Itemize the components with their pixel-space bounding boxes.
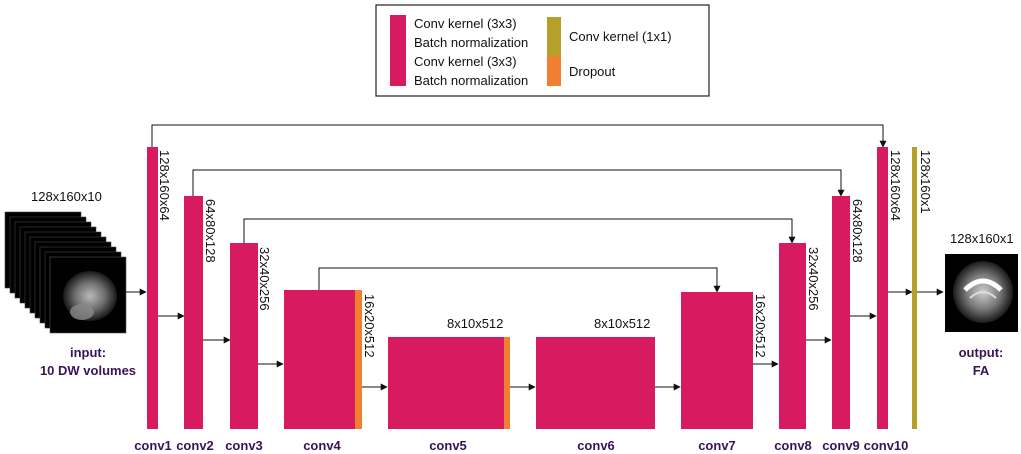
conv8-dims: 32x40x256 <box>806 247 821 311</box>
conv2-dims: 64x80x128 <box>203 199 218 263</box>
dimension-labels: 128x160x64 64x80x128 32x40x256 16x20x512… <box>157 150 933 358</box>
legend-conv1x1: Conv kernel (1x1) <box>569 29 672 44</box>
conv1x1-final-block <box>912 147 917 429</box>
conv5-dims: 8x10x512 <box>447 316 503 331</box>
input-label-2: 10 DW volumes <box>40 363 136 378</box>
conv8-label: conv8 <box>774 438 812 453</box>
conv8-block <box>779 243 806 429</box>
conv5-label: conv5 <box>429 438 467 453</box>
conv7-label: conv7 <box>698 438 736 453</box>
layer-names: conv1 conv2 conv3 conv4 conv5 conv6 conv… <box>134 438 908 453</box>
conv6-dims: 8x10x512 <box>594 316 650 331</box>
conv7-dims: 16x20x512 <box>753 294 768 358</box>
conv10-dims: 128x160x64 <box>888 150 903 221</box>
final-dims: 128x160x1 <box>918 150 933 214</box>
conv5-dropout <box>504 337 510 429</box>
input-label-1: input: <box>70 345 106 360</box>
conv5-block <box>388 337 504 429</box>
conv3-block <box>230 243 258 429</box>
legend-dropout-swatch <box>547 56 561 86</box>
output-label-2: FA <box>973 363 990 378</box>
skip-conv4-conv7 <box>318 267 721 293</box>
conv4-dropout <box>355 290 362 429</box>
conv1-label: conv1 <box>134 438 172 453</box>
conv9-block <box>832 196 850 429</box>
skip-conv1-conv10 <box>151 124 887 148</box>
conv3-label: conv3 <box>225 438 263 453</box>
conv6-label: conv6 <box>577 438 615 453</box>
conv10-label: conv10 <box>864 438 909 453</box>
legend-dropout: Dropout <box>569 64 616 79</box>
skip-conv3-conv8 <box>243 218 796 244</box>
legend-conv-bn-1: Conv kernel (3x3) <box>414 16 517 31</box>
forward-arrows <box>126 288 944 391</box>
conv2-label: conv2 <box>176 438 214 453</box>
legend-conv-bn-2: Batch normalization <box>414 35 528 50</box>
conv9-dims: 64x80x128 <box>850 199 865 263</box>
output-fa-image <box>945 254 1018 332</box>
conv4-label: conv4 <box>303 438 341 453</box>
input-dims-label: 128x160x10 <box>31 189 102 204</box>
conv2-block <box>184 196 203 429</box>
conv10-block <box>877 147 888 429</box>
skip-connections <box>151 124 887 293</box>
input-volume-stack <box>4 211 127 334</box>
legend: Conv kernel (3x3) Batch normalization Co… <box>375 4 710 97</box>
legend-conv1x1-swatch <box>547 17 561 56</box>
conv-blocks <box>147 147 917 429</box>
conv9-label: conv9 <box>822 438 860 453</box>
legend-conv-bn-3: Conv kernel (3x3) <box>414 54 517 69</box>
conv1-block <box>147 147 158 429</box>
conv6-block <box>536 337 655 429</box>
conv1-dims: 128x160x64 <box>157 150 172 221</box>
conv4-block <box>284 290 355 429</box>
output-dims-label: 128x160x1 <box>950 231 1014 246</box>
output-label-1: output: <box>959 345 1004 360</box>
conv3-dims: 32x40x256 <box>257 247 272 311</box>
conv4-dims: 16x20x512 <box>362 294 377 358</box>
legend-conv-bn-4: Batch normalization <box>414 73 528 88</box>
skip-conv2-conv9 <box>192 169 845 197</box>
legend-conv-bn-swatch <box>390 15 406 86</box>
conv7-block <box>681 292 753 429</box>
legend-box <box>375 4 710 97</box>
